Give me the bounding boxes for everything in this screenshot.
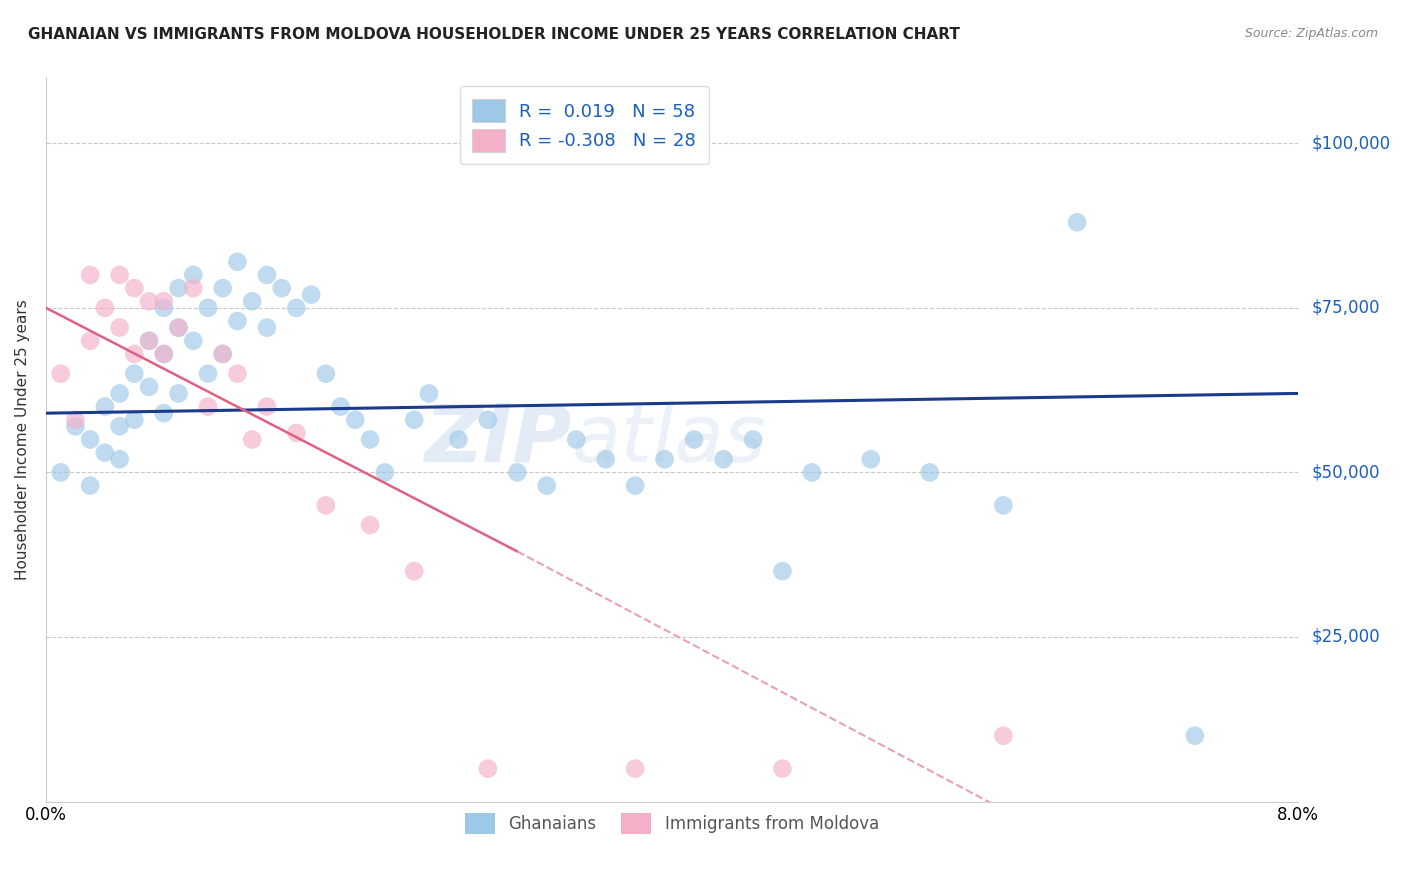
Point (124, 281, 146, 295)
Point (153, 406, 176, 420)
Point (138, 334, 160, 348)
Point (359, 433, 381, 447)
Point (65, 419, 87, 434)
Text: atlas: atlas (572, 401, 766, 478)
Point (108, 419, 131, 434)
Text: Source: ZipAtlas.com: Source: ZipAtlas.com (1244, 27, 1378, 40)
Point (772, 564, 794, 578)
Point (240, 294, 263, 309)
Point (197, 301, 219, 315)
Point (418, 386, 440, 401)
Point (211, 347, 233, 361)
Y-axis label: Householder Income Under 25 years: Householder Income Under 25 years (15, 299, 30, 580)
Point (713, 452, 735, 467)
Text: GHANAIAN VS IMMIGRANTS FROM MOLDOVA HOUSEHOLDER INCOME UNDER 25 YEARS CORRELATIO: GHANAIAN VS IMMIGRANTS FROM MOLDOVA HOUS… (28, 27, 960, 42)
Point (595, 452, 617, 467)
Point (79, 478, 101, 492)
Point (226, 254, 249, 268)
Point (374, 466, 396, 480)
Point (285, 301, 308, 315)
Point (315, 367, 337, 381)
Point (167, 386, 190, 401)
Point (477, 762, 499, 776)
Point (226, 314, 249, 328)
Point (270, 281, 292, 295)
Point (124, 413, 146, 427)
Point (153, 347, 176, 361)
Point (153, 301, 176, 315)
Point (404, 564, 426, 578)
Point (256, 320, 278, 334)
Point (108, 386, 131, 401)
Point (800, 466, 823, 480)
Point (654, 452, 676, 467)
Point (124, 367, 146, 381)
Point (181, 281, 204, 295)
Point (329, 400, 352, 414)
Point (772, 762, 794, 776)
Point (94, 301, 117, 315)
Point (49, 367, 72, 381)
Point (447, 433, 470, 447)
Point (108, 268, 131, 282)
Point (993, 499, 1015, 513)
Point (506, 466, 529, 480)
Point (167, 320, 190, 334)
Point (124, 347, 146, 361)
Point (256, 400, 278, 414)
Text: $100,000: $100,000 (1312, 135, 1391, 153)
Point (1066, 215, 1088, 229)
Point (79, 433, 101, 447)
Point (79, 268, 101, 282)
Point (299, 287, 322, 301)
Point (181, 268, 204, 282)
Point (108, 452, 131, 467)
Point (138, 294, 160, 309)
Text: $75,000: $75,000 (1312, 299, 1381, 317)
Legend: Ghanaians, Immigrants from Moldova: Ghanaians, Immigrants from Moldova (456, 803, 889, 844)
Text: $25,000: $25,000 (1312, 628, 1381, 646)
Point (167, 320, 190, 334)
Point (315, 499, 337, 513)
Point (344, 413, 367, 427)
Point (167, 281, 190, 295)
Point (153, 294, 176, 309)
Point (993, 729, 1015, 743)
Point (197, 367, 219, 381)
Point (285, 425, 308, 440)
Point (624, 762, 647, 776)
Point (624, 478, 647, 492)
Point (240, 433, 263, 447)
Point (181, 334, 204, 348)
Point (536, 478, 558, 492)
Point (226, 367, 249, 381)
Point (94, 400, 117, 414)
Point (683, 433, 706, 447)
Point (94, 445, 117, 459)
Point (153, 347, 176, 361)
Point (1184, 729, 1206, 743)
Point (211, 281, 233, 295)
Point (65, 413, 87, 427)
Text: ZIP: ZIP (425, 401, 572, 478)
Point (197, 400, 219, 414)
Point (359, 518, 381, 533)
Text: $50,000: $50,000 (1312, 464, 1381, 482)
Point (138, 380, 160, 394)
Point (477, 413, 499, 427)
Point (138, 334, 160, 348)
Point (742, 433, 765, 447)
Point (211, 347, 233, 361)
Point (256, 268, 278, 282)
Point (918, 466, 941, 480)
Point (49, 466, 72, 480)
Point (108, 320, 131, 334)
Point (859, 452, 882, 467)
Point (565, 433, 588, 447)
Point (79, 334, 101, 348)
Point (404, 413, 426, 427)
